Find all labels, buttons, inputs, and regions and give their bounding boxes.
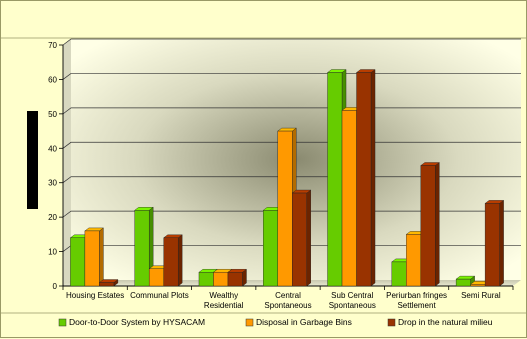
bar-front (70, 237, 86, 287)
bar (84, 227, 104, 287)
y-tick-label: 50 (48, 110, 57, 119)
x-category-label: Wealthy (209, 291, 238, 300)
bar-front (263, 210, 278, 287)
bar-front (420, 165, 436, 287)
bar-front (198, 272, 214, 287)
bar-front (455, 278, 471, 287)
bar-front (470, 284, 486, 287)
bar-front (341, 110, 357, 287)
bar (291, 189, 312, 287)
x-category-label: Housing Estates (66, 291, 124, 300)
x-category-label: Semi Rural (461, 291, 501, 300)
x-category-label: Spontaneous (329, 301, 376, 310)
bar-front (356, 72, 372, 287)
bar-front (484, 203, 500, 287)
bar-front (391, 261, 407, 287)
bar-front (406, 234, 422, 287)
x-category-label: Spontaneous (264, 301, 311, 310)
bar-side (306, 189, 311, 287)
legend-item: Door-to-Door System by HYSACAM (58, 317, 205, 327)
bar-side (177, 234, 183, 287)
x-category-label: Sub Central (331, 291, 373, 300)
legend-label: Disposal in Garbage Bins (256, 317, 352, 327)
legend-item: Drop in the natural milieu (387, 317, 493, 327)
y-tick-label: 0 (53, 282, 58, 291)
bar (484, 199, 505, 287)
x-category-label: Periurban fringes (386, 291, 447, 300)
y-tick-label: 40 (48, 144, 57, 153)
gridline (62, 38, 521, 46)
y-tick-label: 10 (48, 248, 57, 257)
bar (134, 206, 154, 287)
x-category-labels: Housing Estates Communal Plots WealthyResi… (66, 291, 501, 310)
legend-item: Disposal in Garbage Bins (245, 317, 352, 327)
bar-front (99, 282, 115, 287)
legend-swatch (58, 318, 67, 327)
bar (355, 69, 376, 287)
bar-side (370, 69, 376, 287)
y-tick-labels: 0 10 20 30 40 50 60 70 (48, 41, 57, 291)
bar-side (499, 199, 504, 287)
x-category-label: Residential (204, 301, 244, 310)
bar-front (213, 272, 229, 287)
bars (69, 69, 505, 287)
bar-side (99, 227, 104, 287)
bar-front (277, 130, 293, 287)
y-tick-label: 60 (48, 75, 57, 84)
bar-side (435, 162, 440, 287)
bar-front (227, 272, 243, 287)
bar (420, 162, 440, 287)
x-category-label: Central (275, 291, 301, 300)
side-wall (63, 39, 71, 286)
y-tick-label: 20 (48, 213, 57, 222)
legend-swatch (387, 318, 396, 327)
bar-front (134, 210, 150, 287)
legend: Door-to-Door System by HYSACAM Disposal i… (58, 317, 493, 327)
bar-front (148, 268, 164, 287)
bar (98, 279, 119, 287)
legend-swatch (245, 318, 254, 327)
bar (455, 275, 476, 287)
y-tick-label: 70 (48, 41, 57, 50)
black-marker-bar (27, 111, 38, 209)
bar-front (163, 237, 179, 287)
bar (163, 234, 183, 287)
legend-label: Door-to-Door System by HYSACAM (69, 317, 205, 327)
y-tick-label: 30 (48, 179, 57, 188)
bar (227, 268, 248, 287)
bar-front (327, 72, 343, 287)
x-category-label: Settlement (397, 301, 436, 310)
bar-front (84, 230, 100, 287)
bar-front (292, 192, 307, 287)
legend-label: Drop in the natural milieu (398, 317, 493, 327)
x-category-label: Communal Plots (130, 291, 189, 300)
